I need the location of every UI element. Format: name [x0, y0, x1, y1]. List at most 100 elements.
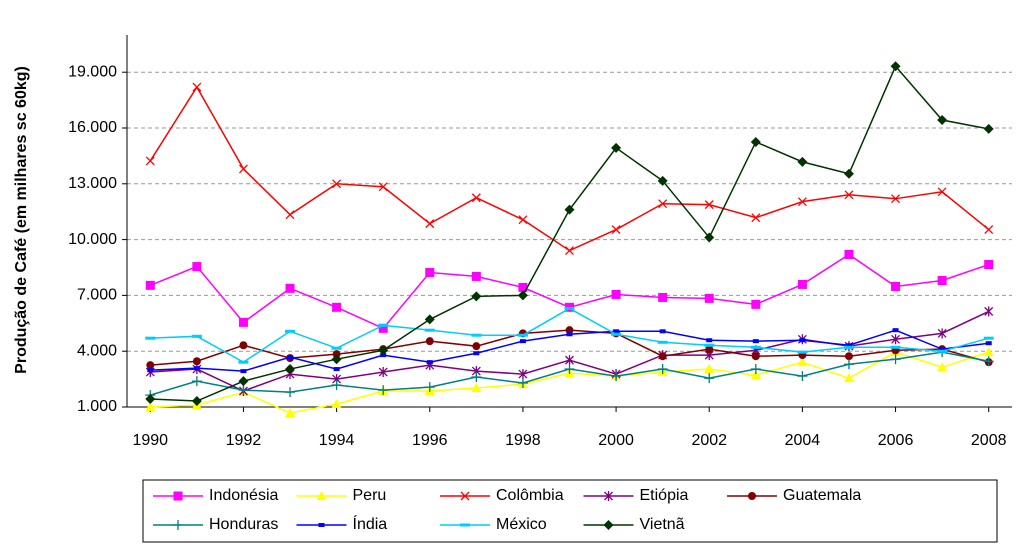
marker: [146, 361, 155, 370]
marker: [843, 168, 854, 179]
legend-marker: [604, 491, 613, 501]
marker: [145, 280, 155, 290]
marker: [659, 329, 666, 334]
marker: [238, 376, 249, 387]
marker: [473, 351, 480, 356]
marker: [471, 291, 482, 302]
marker: [285, 210, 295, 220]
marker: [565, 246, 574, 256]
marker: [844, 249, 854, 259]
marker: [984, 225, 994, 235]
x-tick-label: 2000: [598, 432, 634, 449]
marker: [471, 383, 482, 393]
marker: [705, 345, 714, 354]
y-tick-label: 19.000: [68, 63, 117, 80]
marker: [331, 354, 342, 365]
legend-label: Peru: [353, 487, 387, 504]
marker: [471, 193, 481, 203]
marker: [797, 279, 807, 289]
marker: [471, 333, 482, 337]
marker: [751, 299, 761, 309]
legend-marker: [318, 523, 325, 527]
marker: [890, 345, 901, 349]
marker: [891, 334, 901, 345]
marker: [658, 352, 667, 361]
marker: [193, 366, 200, 371]
marker: [845, 343, 852, 348]
marker: [751, 213, 761, 223]
marker: [797, 197, 807, 207]
marker: [704, 373, 715, 384]
marker: [378, 182, 388, 192]
y-tick-label: 10.000: [68, 231, 117, 248]
marker: [147, 368, 154, 373]
marker: [611, 142, 622, 153]
marker: [890, 354, 901, 365]
marker: [425, 219, 435, 229]
marker: [517, 333, 528, 337]
marker: [378, 323, 389, 327]
marker: [471, 271, 481, 281]
marker: [333, 367, 340, 372]
legend-marker: [460, 491, 470, 501]
marker: [937, 276, 947, 286]
legend-label: Guatemala: [783, 487, 861, 504]
marker: [378, 345, 389, 356]
marker: [472, 342, 481, 351]
marker: [892, 328, 899, 333]
x-tick-label: 1996: [412, 432, 448, 449]
marker: [750, 370, 761, 380]
y-tick-label: 16.000: [68, 119, 117, 136]
marker: [657, 175, 668, 186]
marker: [285, 387, 296, 398]
marker: [145, 336, 156, 340]
marker: [191, 334, 202, 338]
marker: [797, 371, 808, 382]
marker: [937, 328, 947, 339]
marker: [983, 347, 994, 357]
marker: [285, 407, 296, 417]
legend-label: Honduras: [209, 516, 278, 533]
marker: [145, 156, 155, 166]
marker: [937, 187, 947, 197]
series-line: [150, 253, 989, 330]
series: [145, 61, 994, 407]
marker: [937, 362, 948, 372]
marker: [519, 339, 526, 344]
marker: [984, 260, 994, 270]
x-tick-label: 1994: [319, 432, 355, 449]
x-tick-label: 1992: [226, 432, 262, 449]
marker: [657, 340, 668, 344]
marker: [797, 156, 808, 167]
marker: [750, 136, 761, 147]
marker: [191, 376, 202, 387]
marker: [797, 350, 808, 354]
marker: [564, 364, 575, 375]
marker: [797, 357, 808, 367]
legend-marker: [748, 492, 756, 500]
legend-marker: [173, 520, 183, 530]
marker: [565, 355, 574, 366]
marker: [611, 371, 622, 382]
marker: [611, 225, 621, 235]
series-line: [149, 85, 990, 252]
x-tick-label: 2008: [971, 432, 1007, 449]
marker: [658, 292, 668, 302]
marker: [518, 215, 528, 225]
marker: [240, 369, 247, 374]
marker: [939, 347, 946, 352]
marker: [285, 364, 296, 375]
legend-marker: [316, 491, 327, 500]
marker: [984, 306, 994, 317]
marker: [425, 268, 435, 278]
marker: [658, 199, 668, 209]
marker: [937, 349, 948, 353]
marker: [285, 283, 295, 293]
marker: [983, 123, 994, 134]
marker: [424, 328, 435, 332]
marker: [331, 380, 342, 391]
marker: [378, 367, 388, 378]
marker: [844, 352, 853, 361]
legend-marker: [173, 491, 183, 501]
